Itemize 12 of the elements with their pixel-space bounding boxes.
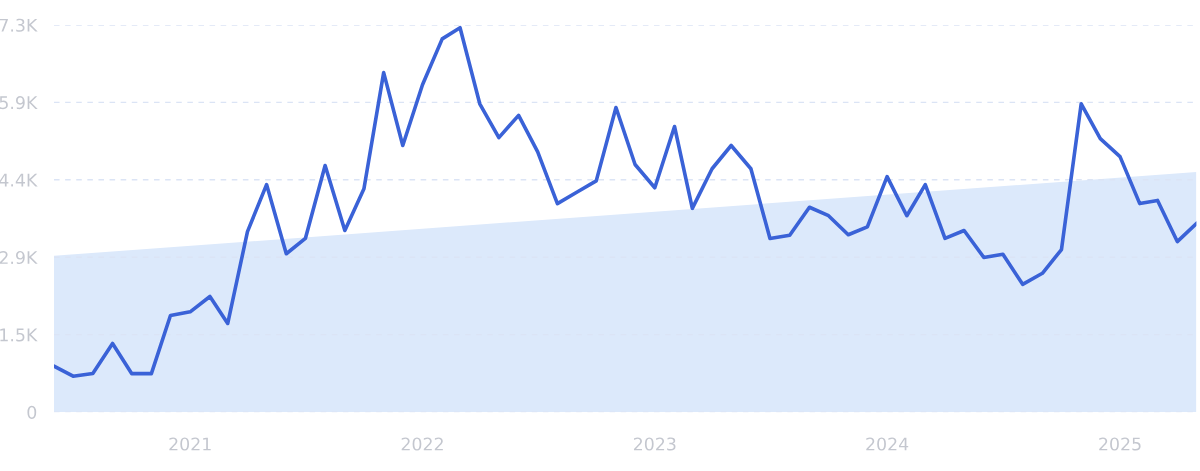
x-tick-label: 2023 bbox=[633, 437, 676, 451]
line-series bbox=[54, 25, 1197, 379]
y-tick-label: 2.9K bbox=[0, 250, 38, 265]
x-tick-label: 2025 bbox=[1099, 437, 1141, 451]
x-tick-label: 2024 bbox=[866, 437, 909, 451]
y-tick-label: 0 bbox=[27, 405, 37, 419]
x-tick-label: 2022 bbox=[401, 437, 443, 451]
y-tick-label: 4.4K bbox=[0, 173, 38, 187]
y-tick-label: 1.5K bbox=[0, 328, 38, 342]
y-tick-label: 7.3K bbox=[0, 18, 38, 32]
y-tick-label: 5.9K bbox=[0, 96, 38, 110]
x-tick-label: 2021 bbox=[169, 437, 211, 451]
